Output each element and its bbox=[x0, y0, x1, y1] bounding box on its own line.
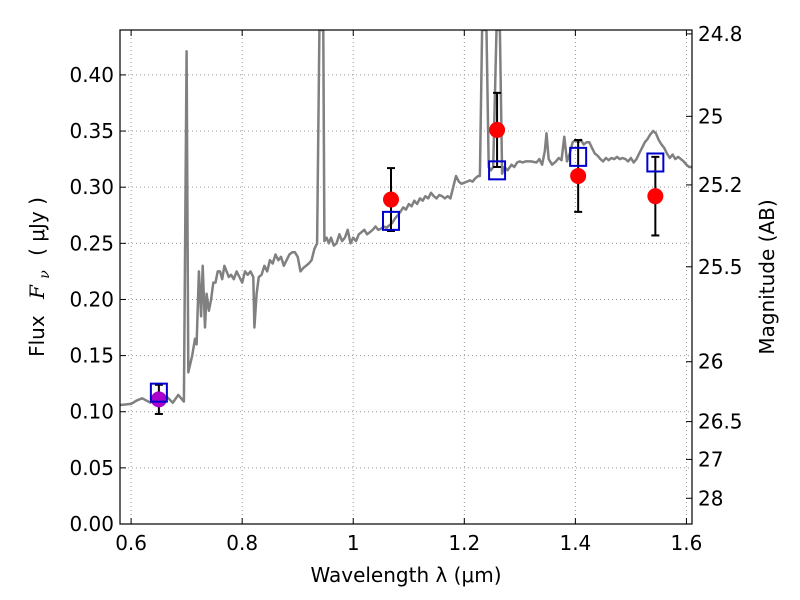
x-tick-label: 1.2 bbox=[448, 531, 480, 555]
y-tick-label: 0.25 bbox=[69, 231, 114, 255]
y-tick-label: 0.00 bbox=[69, 512, 114, 536]
observed-flux-point bbox=[647, 188, 664, 205]
y-axis-title-prefix: Flux bbox=[25, 315, 49, 357]
y-tick-label: 0.15 bbox=[69, 344, 114, 368]
mag-tick-label: 25 bbox=[698, 104, 723, 128]
data-layer bbox=[120, 30, 692, 415]
mag-tick-label: 25.5 bbox=[698, 255, 743, 279]
y-axis-title-subscript: ν bbox=[37, 270, 53, 279]
x-tick-label: 1 bbox=[347, 531, 360, 555]
observed-flux-point bbox=[383, 191, 400, 208]
mag-tick-label: 25.2 bbox=[698, 173, 743, 197]
mag-tick-label: 26.5 bbox=[698, 410, 743, 434]
model-photometry-square bbox=[149, 382, 168, 403]
y-axis-title: Flux F ν ( μJy ) bbox=[25, 197, 54, 357]
x-tick-label: 0.8 bbox=[226, 531, 258, 555]
y-tick-label: 0.40 bbox=[69, 63, 114, 87]
model-photometry-square bbox=[382, 210, 401, 231]
x-axis-title: Wavelength λ (μm) bbox=[310, 563, 501, 587]
right-axis-title: Magnitude (AB) bbox=[755, 199, 779, 354]
mag-tick-label: 26 bbox=[698, 350, 723, 374]
model-photometry-square bbox=[646, 152, 665, 173]
y-tick-label: 0.35 bbox=[69, 119, 114, 143]
x-tick-label: 0.6 bbox=[115, 531, 147, 555]
observed-flux-point bbox=[570, 167, 587, 184]
axis-layer: 0.6 0.8 1 1.2 1.4 1.6 0.00 0.05 0.10 0.15 0.20 0.25… bbox=[69, 22, 742, 555]
y-axis-title-symbol: F bbox=[25, 284, 49, 300]
mag-tick-label: 27 bbox=[698, 447, 723, 471]
x-tick-label: 1.6 bbox=[671, 531, 703, 555]
mag-tick-label: 24.8 bbox=[698, 22, 743, 46]
y-tick-label: 0.10 bbox=[69, 400, 114, 424]
y-tick-label: 0.30 bbox=[69, 175, 114, 199]
model-photometry-square bbox=[488, 160, 507, 181]
y-tick-label: 0.20 bbox=[69, 287, 114, 311]
model-spectrum-line bbox=[120, 30, 692, 407]
model-photometry-square bbox=[569, 146, 588, 167]
mag-tick-label: 28 bbox=[698, 486, 723, 510]
y-axis-title-unit: ( μJy ) bbox=[25, 197, 49, 256]
observed-flux-point bbox=[489, 121, 506, 138]
observed-flux-point bbox=[150, 391, 167, 408]
y-tick-label: 0.05 bbox=[69, 456, 114, 480]
x-tick-label: 1.4 bbox=[559, 531, 591, 555]
plot-frame bbox=[119, 29, 693, 525]
